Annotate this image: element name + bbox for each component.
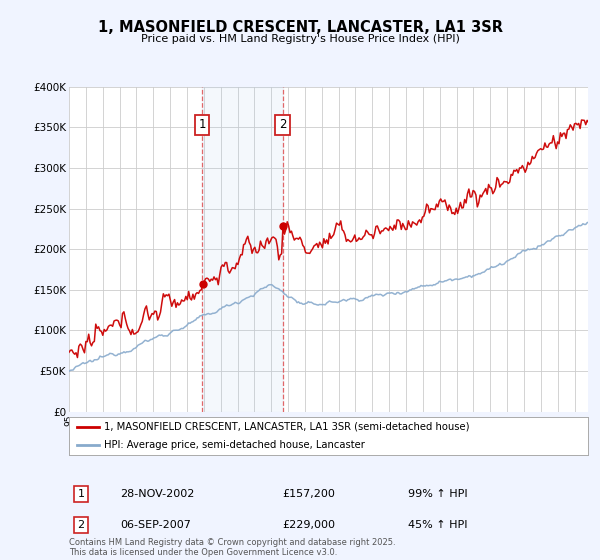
Text: £157,200: £157,200 <box>282 489 335 499</box>
Text: 06-SEP-2007: 06-SEP-2007 <box>120 520 191 530</box>
Text: 1: 1 <box>77 489 85 499</box>
Text: HPI: Average price, semi-detached house, Lancaster: HPI: Average price, semi-detached house,… <box>104 440 365 450</box>
Text: 1, MASONFIELD CRESCENT, LANCASTER, LA1 3SR (semi-detached house): 1, MASONFIELD CRESCENT, LANCASTER, LA1 3… <box>104 422 470 432</box>
Text: 28-NOV-2002: 28-NOV-2002 <box>120 489 194 499</box>
Text: 1: 1 <box>199 119 206 132</box>
Text: 2: 2 <box>279 119 286 132</box>
Text: 2: 2 <box>77 520 85 530</box>
Text: £229,000: £229,000 <box>282 520 335 530</box>
Text: 99% ↑ HPI: 99% ↑ HPI <box>408 489 467 499</box>
Bar <box>202 87 283 412</box>
Text: 1, MASONFIELD CRESCENT, LANCASTER, LA1 3SR: 1, MASONFIELD CRESCENT, LANCASTER, LA1 3… <box>97 20 503 35</box>
Text: Price paid vs. HM Land Registry's House Price Index (HPI): Price paid vs. HM Land Registry's House … <box>140 34 460 44</box>
Text: Contains HM Land Registry data © Crown copyright and database right 2025.
This d: Contains HM Land Registry data © Crown c… <box>69 538 395 557</box>
Text: 45% ↑ HPI: 45% ↑ HPI <box>408 520 467 530</box>
